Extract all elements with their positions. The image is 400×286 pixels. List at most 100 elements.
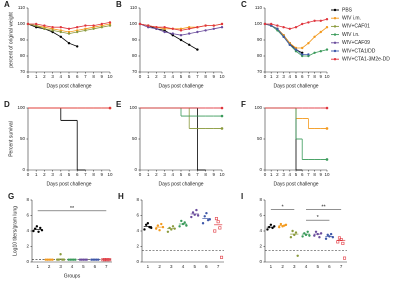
- weight-point: [59, 26, 62, 29]
- y-tick-label: 2: [259, 244, 262, 249]
- weight-point: [282, 26, 285, 29]
- x-tick-label: 8: [204, 172, 207, 177]
- weight-point: [59, 35, 62, 38]
- survival-end: [325, 127, 329, 130]
- panel-label: A: [4, 0, 10, 9]
- x-tick-label: 4: [71, 264, 74, 269]
- x-tick-label: 2: [276, 172, 279, 177]
- panel-label: I: [241, 192, 243, 201]
- titer-point: [191, 211, 195, 214]
- weight-point: [301, 46, 304, 50]
- x-tick-label: 6: [328, 264, 331, 269]
- titer-point: [154, 227, 158, 230]
- panel-label: G: [8, 192, 14, 201]
- titer-point: [39, 226, 42, 230]
- titer-point: [266, 228, 269, 231]
- titer-point: [32, 229, 35, 233]
- y-tick-label: 8: [136, 197, 139, 202]
- weight-point: [155, 26, 158, 29]
- y-tick-label: 110: [255, 5, 263, 10]
- weight-point: [100, 22, 104, 26]
- x-tick-label: 6: [301, 74, 304, 79]
- legend-label: WIV+CAF01: [342, 24, 370, 30]
- weight-point: [108, 24, 112, 27]
- y-tick-label: 80: [132, 53, 138, 58]
- weight-point: [301, 53, 304, 56]
- weight-point: [76, 26, 79, 29]
- panel-label: D: [4, 100, 10, 109]
- significance-label: **: [70, 206, 75, 212]
- x-axis-label: Days post challenge: [46, 83, 91, 89]
- x-tick-label: 0: [139, 172, 142, 177]
- y-tick-label: 70: [257, 69, 263, 74]
- legend-label: WIV i.m.: [342, 16, 361, 22]
- y-tick-label: 4: [136, 228, 139, 233]
- legend-label: WIV+CAF09: [342, 40, 370, 46]
- y-tick-label: 0: [259, 167, 262, 172]
- x-tick-label: 7: [84, 172, 87, 177]
- x-tick-label: 10: [324, 172, 330, 177]
- x-tick-label: 9: [213, 74, 216, 79]
- weight-point: [282, 35, 285, 38]
- titer-point: [150, 226, 153, 230]
- x-tick-label: 3: [170, 264, 173, 269]
- y-tick-label: 100: [254, 21, 262, 26]
- x-tick-label: 6: [188, 172, 191, 177]
- x-axis-label: Groups: [64, 273, 81, 279]
- x-tick-label: 8: [313, 74, 316, 79]
- weight-point: [220, 26, 224, 29]
- titer-point: [144, 223, 148, 226]
- titer-point: [178, 225, 181, 228]
- titer-point: [146, 222, 150, 225]
- weight-point: [179, 29, 183, 32]
- titer-point: [216, 220, 220, 224]
- y-tick-label: 8: [26, 197, 29, 202]
- titer-point: [306, 230, 309, 233]
- x-tick-label: 10: [107, 172, 113, 177]
- panel-label: E: [116, 100, 122, 109]
- legend-label: WIV i.n.: [342, 32, 360, 38]
- x-tick-label: 10: [324, 74, 330, 79]
- x-tick-label: 0: [139, 74, 142, 79]
- x-tick-label: 3: [282, 74, 285, 79]
- titer-point: [160, 222, 163, 226]
- weight-point: [43, 24, 46, 27]
- titer-point: [171, 225, 175, 228]
- x-tick-label: 1: [35, 74, 38, 79]
- x-axis-label: Days post challenge: [158, 83, 203, 89]
- titer-point: [341, 241, 345, 245]
- weight-point: [288, 27, 291, 30]
- y-tick-label: 50: [20, 136, 26, 141]
- x-tick-label: 2: [158, 264, 161, 269]
- survival-end: [220, 106, 224, 110]
- y-tick-label: 6: [136, 213, 139, 218]
- x-tick-label: 2: [155, 74, 158, 79]
- weight-point: [188, 27, 191, 30]
- weight-point: [67, 27, 71, 30]
- titer-point: [336, 240, 340, 244]
- x-tick-label: 4: [172, 74, 175, 79]
- titer-point: [294, 231, 298, 234]
- x-tick-label: 3: [293, 264, 296, 269]
- panel-label: C: [241, 0, 247, 9]
- y-axis-label: percent of original weight: [8, 12, 14, 68]
- titer-point: [289, 236, 293, 239]
- titer-point: [37, 230, 40, 233]
- x-tick-label: 5: [68, 74, 71, 79]
- x-tick-label: 4: [289, 74, 292, 79]
- weight-point: [26, 22, 30, 26]
- titer-point: [329, 232, 333, 236]
- significance-label: *: [317, 215, 320, 221]
- titer-point: [277, 225, 281, 229]
- x-tick-label: 6: [94, 264, 97, 269]
- x-tick-label: 9: [213, 172, 216, 177]
- titer-point: [324, 237, 328, 240]
- weight-point: [67, 42, 71, 45]
- weight-point: [76, 45, 79, 48]
- x-tick-label: 3: [163, 172, 166, 177]
- titer-point: [183, 221, 186, 224]
- weight-point: [51, 29, 54, 32]
- weight-point: [294, 26, 298, 29]
- weight-point: [108, 21, 112, 24]
- y-tick-label: 100: [129, 21, 137, 26]
